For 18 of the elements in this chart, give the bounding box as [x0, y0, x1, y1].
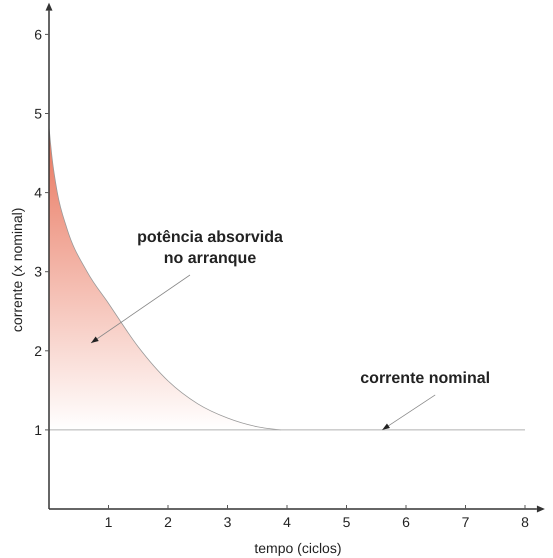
y-tick-label: 4 — [34, 184, 42, 201]
x-tick-label: 1 — [104, 514, 113, 530]
y-tick-label: 3 — [34, 264, 42, 280]
annotation: corrente nominal — [360, 370, 490, 387]
x-tick-label: 6 — [402, 514, 410, 530]
y-tick-label: 6 — [34, 26, 42, 42]
x-tick-label: 2 — [164, 514, 172, 530]
y-tick-label: 5 — [34, 106, 42, 122]
x-tick-label: 8 — [521, 514, 530, 530]
x-tick-label: 3 — [224, 514, 232, 530]
y-axis-title: corrente (x nominal) — [9, 208, 25, 332]
y-tick-label: 1 — [34, 422, 42, 438]
annotation: potência absorvida no arranque — [137, 229, 284, 267]
x-tick-label: 5 — [342, 514, 351, 530]
x-tick-label: 7 — [462, 514, 470, 530]
x-tick-label: 4 — [283, 514, 292, 530]
y-tick-label: 2 — [34, 342, 42, 359]
x-axis-title: tempo (ciclos) — [254, 540, 342, 556]
